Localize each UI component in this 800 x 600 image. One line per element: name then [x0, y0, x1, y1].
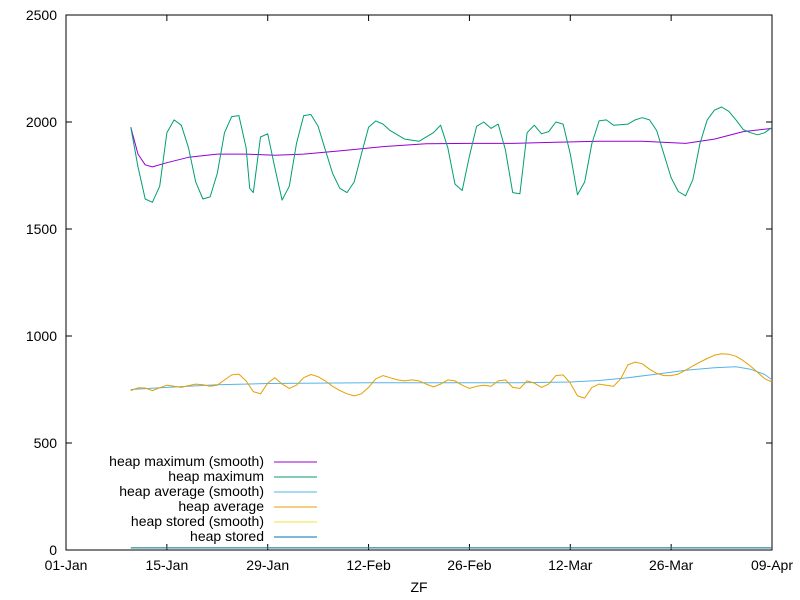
x-axis-title: ZF — [410, 579, 427, 595]
x-tick-label: 12-Mar — [548, 557, 593, 573]
legend-label: heap stored — [190, 528, 264, 544]
series-lines — [130, 106, 773, 549]
x-tick-label: 26-Feb — [447, 557, 492, 573]
legend-label: heap maximum — [168, 468, 264, 484]
legend-label: heap average — [178, 498, 264, 514]
x-tick-label: 29-Jan — [246, 557, 289, 573]
y-tick-label: 0 — [49, 542, 57, 558]
series-line-3 — [130, 353, 773, 399]
y-tick-label: 1000 — [26, 328, 57, 344]
legend-label: heap maximum (smooth) — [109, 453, 264, 469]
y-tick-label: 2500 — [26, 7, 57, 23]
plot-frame — [65, 14, 773, 551]
x-tick-label: 09-Apr — [751, 557, 793, 573]
series-line-1 — [130, 106, 773, 203]
series-line-0 — [130, 127, 773, 168]
legend-label: heap stored (smooth) — [131, 513, 264, 529]
x-tick-label: 15-Jan — [145, 557, 188, 573]
y-tick-label: 2000 — [26, 114, 57, 130]
y-tick-label: 500 — [34, 435, 58, 451]
x-tick-label: 01-Jan — [45, 557, 88, 573]
y-tick-label: 1500 — [26, 221, 57, 237]
x-tick-label: 26-Mar — [649, 557, 694, 573]
axis-ticks: 0 500 1000 1500 2000 2500 01-Jan 15-Jan 29-Jan 12… — [26, 7, 793, 573]
x-tick-label: 12-Feb — [346, 557, 391, 573]
legend-label: heap average (smooth) — [119, 483, 264, 499]
